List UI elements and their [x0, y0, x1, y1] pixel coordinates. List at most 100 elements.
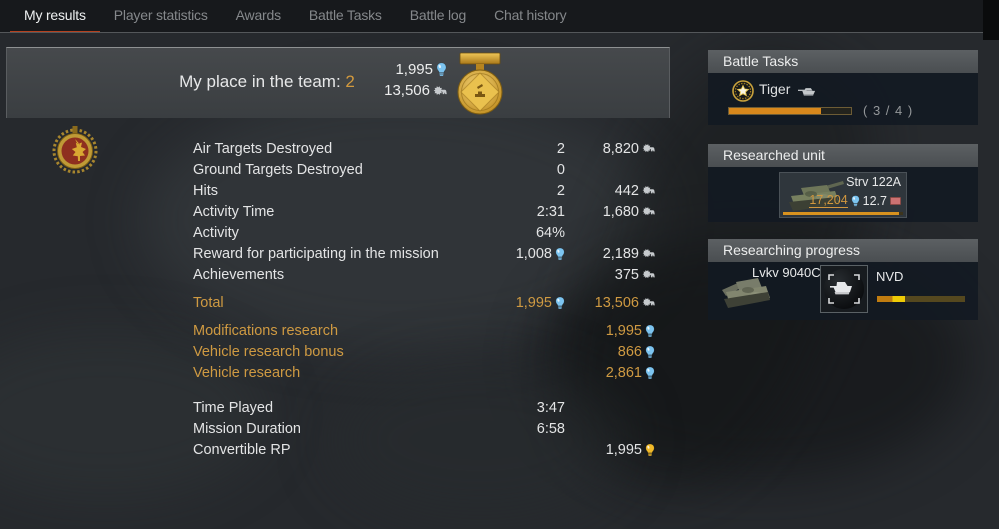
- stat-row-time-played: Time Played 3:47: [193, 397, 655, 418]
- battle-task-progress-bar: [728, 107, 852, 115]
- researching-vehicle-name: Lvkv 9040C: [752, 265, 821, 280]
- battle-task-badge-icon: [732, 80, 754, 102]
- stat-right-value: 1,995: [605, 322, 642, 339]
- banner-sl-value: 13,506: [384, 82, 430, 99]
- team-place-label: My place in the team:: [179, 72, 341, 91]
- stat-right-value: 1,680: [602, 203, 639, 220]
- stat-label: Air Targets Destroyed: [193, 140, 333, 157]
- tab-awards[interactable]: Awards: [235, 7, 281, 23]
- stat-row-achievements: Achievements 375: [193, 264, 655, 285]
- researching-progress-fill: [877, 296, 906, 302]
- stat-row-mission-reward: Reward for participating in the mission …: [193, 243, 655, 264]
- stat-row-hits: Hits 2 442: [193, 180, 655, 201]
- stat-label: Achievements: [193, 266, 285, 283]
- tabbar-divider: [0, 32, 983, 33]
- battle-task-name: Tiger: [759, 81, 791, 97]
- stat-right-value: 866: [617, 343, 642, 360]
- stat-right-value: 2,189: [602, 245, 639, 262]
- gold-medal-icon: [457, 52, 503, 115]
- stat-row-vehicle-research-bonus: Vehicle research bonus 866: [193, 341, 655, 362]
- researching-mod-name: NVD: [876, 269, 904, 284]
- decoration-emblem-icon: [52, 126, 98, 174]
- stat-label: Reward for participating in the mission: [193, 245, 439, 262]
- stat-mid-value: 64%: [535, 224, 565, 241]
- team-place-banner: My place in the team: 2 1,995 13,506: [6, 47, 670, 118]
- tab-battle-log[interactable]: Battle log: [409, 7, 467, 23]
- top-right-dark-strip: [983, 0, 999, 40]
- stat-label: Time Played: [193, 399, 274, 416]
- tab-player-statistics[interactable]: Player statistics: [113, 7, 208, 23]
- banner-totals: 1,995 13,506: [384, 59, 447, 101]
- stat-right-value: 375: [614, 266, 639, 283]
- stat-mid-value: 1,008: [515, 245, 552, 262]
- stat-mid-value: 6:58: [536, 420, 565, 437]
- stat-row-ground-targets: Ground Targets Destroyed 0: [193, 159, 655, 180]
- stat-label: Hits: [193, 182, 218, 199]
- silver-lion-icon: [642, 184, 655, 197]
- stat-right-value: 442: [614, 182, 639, 199]
- researching-progress-panel: Lvkv 9040C NVD: [708, 262, 978, 320]
- research-points-icon: [645, 366, 655, 380]
- results-stats-table: Air Targets Destroyed 2 8,820 Ground Tar…: [193, 138, 655, 460]
- nvd-modification-icon[interactable]: [820, 265, 868, 313]
- silver-lion-icon: [642, 247, 655, 260]
- stat-row-modifications-research: Modifications research 1,995: [193, 320, 655, 341]
- team-place-title: My place in the team: 2: [7, 72, 527, 92]
- tab-battle-tasks[interactable]: Battle Tasks: [308, 7, 382, 23]
- research-points-icon: [851, 195, 860, 207]
- researched-unit-progress-fill: [783, 212, 900, 215]
- silver-lion-icon: [642, 142, 655, 155]
- silver-lion-icon: [433, 84, 447, 98]
- research-points-icon: [645, 345, 655, 359]
- lvkv-9040c-tank-image: [722, 278, 770, 308]
- stat-row-activity: Activity 64%: [193, 222, 655, 243]
- tab-my-results[interactable]: My results: [10, 0, 100, 33]
- stat-label: Vehicle research bonus: [193, 343, 344, 360]
- battle-tasks-panel-header[interactable]: Battle Tasks: [708, 50, 978, 73]
- stat-mid-value: 3:47: [536, 399, 565, 416]
- stat-mid-value: 2: [556, 140, 565, 157]
- researched-unit-progress-bar: [783, 212, 903, 215]
- stat-label: Mission Duration: [193, 420, 301, 437]
- stat-right-value: 2,861: [605, 364, 642, 381]
- banner-rp-total-row: 1,995: [384, 59, 447, 80]
- banner-rp-value: 1,995: [395, 61, 433, 78]
- stat-right-value: 1,995: [605, 441, 642, 458]
- stat-label: Modifications research: [193, 322, 339, 339]
- stat-label: Activity Time: [193, 203, 275, 220]
- researching-progress-bar: [877, 296, 965, 302]
- researched-unit-card[interactable]: Strv 122A 17,204 12.7: [779, 172, 907, 218]
- stat-right-value: 13,506: [594, 294, 639, 311]
- researched-unit-stats: 17,204 12.7: [809, 193, 901, 208]
- stat-row-mission-duration: Mission Duration 6:58: [193, 418, 655, 439]
- stat-mid-value: 1,995: [515, 294, 552, 311]
- stat-label: Convertible RP: [193, 441, 291, 458]
- stat-label: Vehicle research: [193, 364, 301, 381]
- stat-row-activity-time: Activity Time 2:31 1,680: [193, 201, 655, 222]
- silver-lion-icon: [642, 296, 655, 309]
- nation-flag-icon: [890, 196, 901, 205]
- stat-mid-value: 2:31: [536, 203, 565, 220]
- stat-row-vehicle-research: Vehicle research 2,861: [193, 362, 655, 383]
- battle-task-progress-count: ( 3 / 4 ): [863, 103, 914, 118]
- battle-tasks-panel: Tiger ( 3 / 4 ): [708, 73, 978, 125]
- stat-mid-value: 0: [556, 161, 565, 178]
- results-tab-bar: My results Player statistics Awards Batt…: [0, 0, 999, 33]
- stat-label: Activity: [193, 224, 239, 241]
- tab-chat-history[interactable]: Chat history: [494, 7, 567, 23]
- banner-sl-total-row: 13,506: [384, 80, 447, 101]
- stat-row-air-targets: Air Targets Destroyed 2 8,820: [193, 138, 655, 159]
- stat-mid-value: 2: [556, 182, 565, 199]
- silver-lion-icon: [642, 268, 655, 281]
- research-points-icon: [555, 247, 565, 261]
- researched-unit-panel-header: Researched unit: [708, 144, 978, 167]
- stat-right-value: 8,820: [602, 140, 639, 157]
- stat-row-convertible-rp: Convertible RP 1,995: [193, 439, 655, 460]
- research-points-icon: [436, 62, 447, 77]
- ground-vehicle-icon: [798, 86, 817, 97]
- team-place-value: 2: [345, 72, 355, 91]
- stat-row-total: Total 1,995 13,506: [193, 292, 655, 313]
- convertible-rp-icon: [645, 443, 655, 457]
- researched-unit-name: Strv 122A: [846, 175, 901, 189]
- researched-unit-br: 12.7: [862, 193, 887, 208]
